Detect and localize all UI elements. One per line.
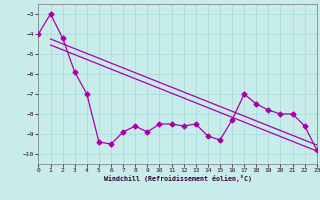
X-axis label: Windchill (Refroidissement éolien,°C): Windchill (Refroidissement éolien,°C) <box>104 175 252 182</box>
